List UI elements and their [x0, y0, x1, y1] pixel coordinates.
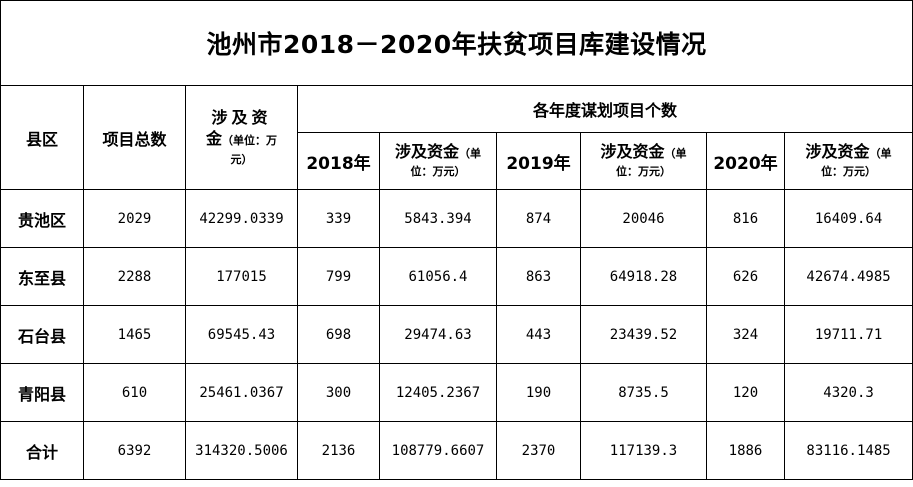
cell-county: 石台县: [0, 305, 84, 364]
table-row: 青阳县 610 25461.0367 300 12405.2367 190 87…: [0, 363, 913, 422]
header-funds-2019-line1: 涉及资金（单: [582, 142, 706, 164]
header-annual-group: 各年度谋划项目个数: [296, 85, 913, 133]
cell-projects-2020: 324: [706, 305, 785, 364]
cell-projects-2019: 443: [496, 305, 581, 364]
header-funds-2018-big: 涉及资金: [394, 142, 459, 161]
table-row-total: 合计 6392 314320.5006 2136 108779.6607 237…: [0, 421, 913, 480]
cell-funds-2020: 19711.71: [783, 305, 913, 364]
header-year-2018: 2018年: [297, 132, 380, 190]
header-funds-2020: 涉及资金（单 位：万元）: [783, 132, 913, 190]
cell-county: 合计: [0, 421, 84, 480]
cell-funds-2018: 12405.2367: [379, 363, 497, 422]
header-funds-2018-line1: 涉及资金（单: [381, 142, 496, 164]
cell-county: 青阳县: [0, 363, 84, 422]
header-funds-2018-small1: （单: [459, 147, 481, 160]
header-funds-2020-small1: （单: [869, 147, 892, 160]
header-county: 县区: [0, 85, 84, 190]
header-total-projects: 项目总数: [83, 85, 186, 190]
header-total-funds-line2-small: （单位：万: [222, 133, 277, 147]
cell-funds-2019: 23439.52: [580, 305, 707, 364]
header-total-funds-line3: 元）: [230, 152, 253, 166]
header-funds-2019-line2: 位：万元）: [616, 165, 671, 178]
cell-projects-2019: 863: [496, 247, 581, 306]
cell-projects-2019: 874: [496, 189, 581, 248]
header-total-funds-line1: 涉及资: [211, 107, 272, 127]
cell-funds-2020: 16409.64: [783, 189, 913, 248]
cell-funds-2019: 117139.3: [580, 421, 707, 480]
cell-total: 2288: [83, 247, 186, 306]
cell-funds-2020: 42674.4985: [783, 247, 913, 306]
cell-projects-2020: 1886: [706, 421, 785, 480]
cell-funds-2019: 20046: [580, 189, 707, 248]
cell-funds-2019: 8735.5: [580, 363, 707, 422]
table-row: 东至县 2288 177015 799 61056.4 863 64918.28…: [0, 247, 913, 306]
header-funds-2020-line2: 位：万元）: [821, 165, 877, 178]
header-funds-2020-big: 涉及资金: [805, 142, 870, 161]
cell-funds-2018: 5843.394: [379, 189, 497, 248]
cell-funds: 25461.0367: [185, 363, 298, 422]
cell-projects-2018: 300: [297, 363, 380, 422]
cell-funds: 42299.0339: [185, 189, 298, 248]
header-total-funds-line2: 金（单位：万: [187, 128, 297, 151]
cell-projects-2019: 2370: [496, 421, 581, 480]
header-funds-2019-big: 涉及资金: [600, 142, 665, 161]
cell-projects-2018: 339: [297, 189, 380, 248]
cell-county: 东至县: [0, 247, 84, 306]
cell-funds: 69545.43: [185, 305, 298, 364]
header-funds-2018: 涉及资金（单 位：万元）: [379, 132, 497, 190]
header-funds-2018-line2: 位：万元）: [410, 165, 466, 178]
table-row: 贵池区 2029 42299.0339 339 5843.394 874 200…: [0, 189, 913, 248]
cell-projects-2020: 120: [706, 363, 785, 422]
cell-projects-2020: 816: [706, 189, 785, 248]
cell-projects-2018: 799: [297, 247, 380, 306]
header-total-funds-line2-big: 金: [205, 128, 222, 148]
table-row: 石台县 1465 69545.43 698 29474.63 443 23439…: [0, 305, 913, 364]
header-year-2020: 2020年: [706, 132, 785, 190]
cell-funds: 177015: [185, 247, 298, 306]
header-total-funds: 涉及资 金（单位：万 元）: [185, 85, 298, 190]
header-funds-2020-line1: 涉及资金（单: [786, 142, 912, 164]
header-year-2019: 2019年: [496, 132, 581, 190]
cell-funds: 314320.5006: [185, 421, 298, 480]
cell-county: 贵池区: [0, 189, 84, 248]
cell-projects-2019: 190: [496, 363, 581, 422]
cell-total: 1465: [83, 305, 186, 364]
cell-projects-2020: 626: [706, 247, 785, 306]
header-funds-2019: 涉及资金（单 位：万元）: [580, 132, 707, 190]
cell-funds-2018: 29474.63: [379, 305, 497, 364]
cell-projects-2018: 698: [297, 305, 380, 364]
cell-total: 610: [83, 363, 186, 422]
cell-funds-2020: 83116.1485: [783, 421, 913, 480]
cell-total: 2029: [83, 189, 186, 248]
table-title: 池州市2018－2020年扶贫项目库建设情况: [0, 0, 913, 86]
header-funds-2019-small1: （单: [664, 147, 687, 160]
cell-funds-2018: 61056.4: [379, 247, 497, 306]
cell-total: 6392: [83, 421, 186, 480]
cell-funds-2020: 4320.3: [783, 363, 913, 422]
cell-projects-2018: 2136: [297, 421, 380, 480]
cell-funds-2018: 108779.6607: [379, 421, 497, 480]
cell-funds-2019: 64918.28: [580, 247, 707, 306]
